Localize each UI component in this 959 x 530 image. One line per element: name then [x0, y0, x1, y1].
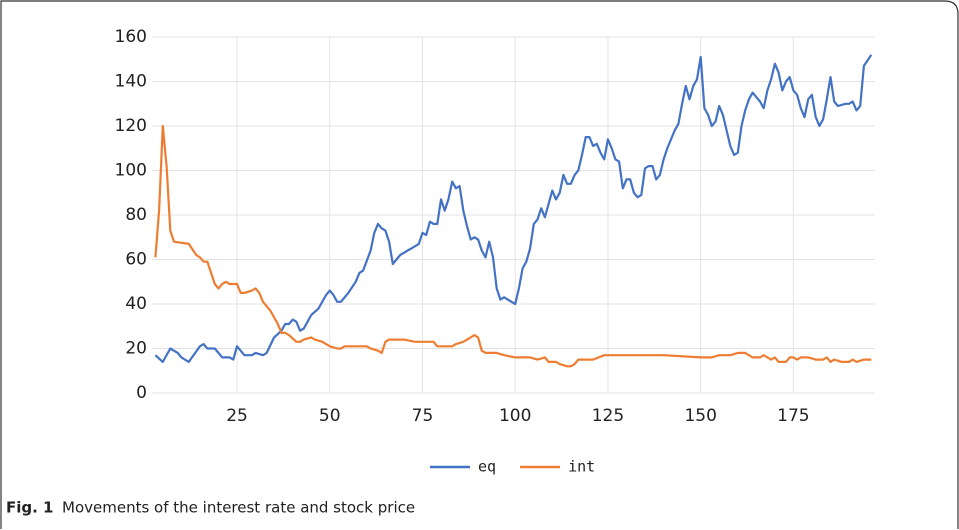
- y-tick-label: 140: [115, 72, 147, 92]
- x-tick-label: 25: [226, 406, 248, 426]
- y-tick-label: 100: [115, 161, 147, 181]
- y-tick-label: 160: [115, 27, 147, 47]
- y-tick-label: 40: [125, 294, 147, 314]
- x-tick-label: 150: [684, 406, 716, 426]
- x-tick-label: 100: [499, 406, 531, 426]
- x-tick-label: 50: [319, 406, 341, 426]
- y-tick-label: 60: [125, 250, 147, 270]
- series-line: [154, 54, 873, 363]
- legend-label: int: [568, 458, 595, 476]
- caption-label: Fig. 1: [6, 499, 53, 517]
- x-tick-label: 175: [777, 406, 809, 426]
- y-tick-label: 0: [136, 383, 147, 403]
- x-tick-label: 75: [412, 406, 434, 426]
- legend-label: eq: [478, 458, 496, 476]
- x-tick-label: 125: [592, 406, 624, 426]
- y-tick-label: 120: [115, 116, 147, 136]
- y-tick-label: 20: [125, 339, 147, 359]
- caption-text: Movements of the interest rate and stock…: [62, 499, 415, 517]
- series-line: [154, 124, 872, 368]
- y-tick-label: 80: [125, 205, 147, 225]
